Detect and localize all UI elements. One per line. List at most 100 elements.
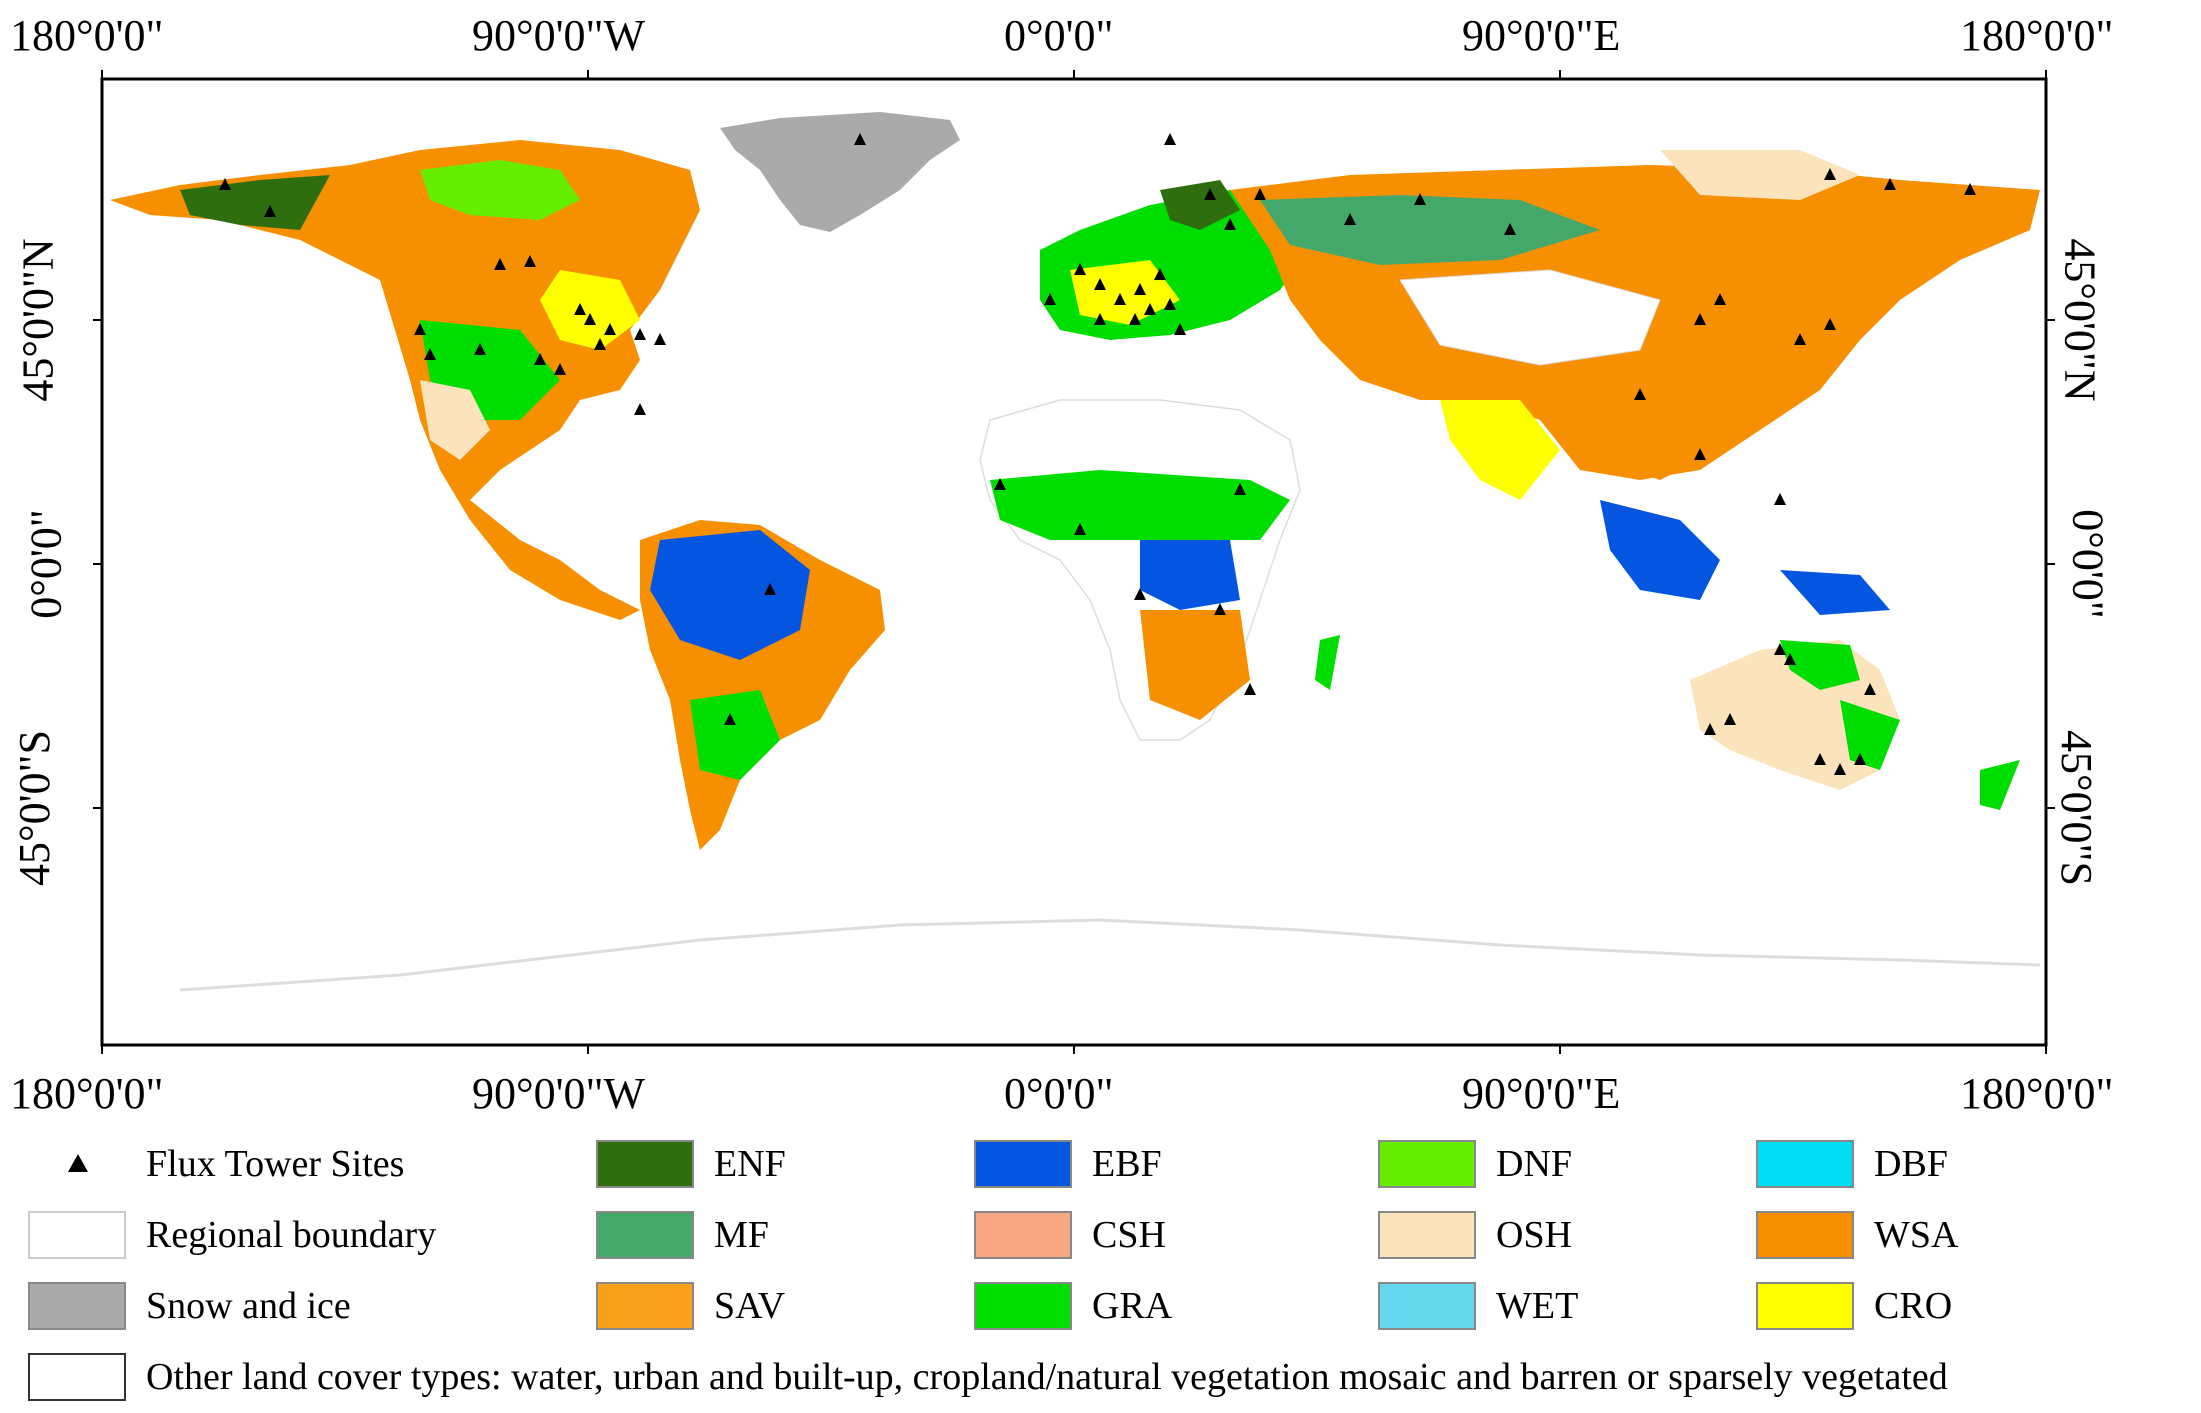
flux-site-marker [534, 353, 546, 365]
flux-site-marker [724, 713, 736, 725]
flux-site-marker [994, 478, 1006, 490]
legend-swatch-osh [1378, 1211, 1476, 1259]
bottom-tick-180w: 180°0'0" [10, 1069, 164, 1118]
flux-site-marker [1224, 218, 1236, 230]
flux-site-marker [1144, 303, 1156, 315]
legend-regional-boundary-label: Regional boundary [146, 1214, 437, 1256]
siberia-mixed-forest [1260, 195, 1600, 265]
legend-label-osh: OSH [1496, 1214, 1573, 1256]
legend-label-wsa: WSA [1874, 1214, 1959, 1256]
flux-site-marker [634, 403, 646, 415]
flux-site-marker [554, 363, 566, 375]
new-zealand [1980, 760, 2020, 810]
top-tick-90w: 90°0'0"W [472, 11, 646, 60]
flux-site-marker [1174, 323, 1186, 335]
flux-site-marker [1094, 313, 1106, 325]
legend-label-gra: GRA [1092, 1285, 1173, 1327]
flux-site-marker [1694, 313, 1706, 325]
flux-site-marker [1134, 588, 1146, 600]
na-cropland [540, 270, 640, 350]
legend-swatch-mf [596, 1211, 694, 1259]
flux-site-marker [1094, 278, 1106, 290]
congo-evergreen [1140, 540, 1240, 610]
legend-label-ebf: EBF [1092, 1143, 1162, 1185]
bottom-tick-0: 0°0'0" [1004, 1069, 1114, 1118]
na-shrubland [420, 380, 490, 460]
flux-site-marker [1154, 268, 1166, 280]
bottom-tick-90e: 90°0'0"E [1462, 1069, 1621, 1118]
top-tick-0: 0°0'0" [1004, 11, 1114, 60]
left-tick-45n: 45°0'0"N [13, 238, 63, 402]
amazon-evergreen-forest [650, 530, 810, 660]
legend-swatch-cro [1756, 1282, 1854, 1330]
legend-swatch-wsa [1756, 1211, 1854, 1259]
top-tick-180e: 180°0'0" [1960, 11, 2114, 60]
flux-site-marker [1774, 493, 1786, 505]
flux-site-marker [474, 343, 486, 355]
flux-site-marker [1164, 298, 1176, 310]
right-tick-0: 0°0'0" [2063, 509, 2113, 619]
right-tick-45n: 45°0'0"N [2055, 238, 2105, 402]
legend-swatch-dnf [1378, 1140, 1476, 1188]
legend-label-dnf: DNF [1496, 1143, 1573, 1185]
legend-swatch-sav [596, 1282, 694, 1330]
madagascar [1315, 635, 1340, 690]
axis-tick-marks [93, 70, 2055, 1054]
greenland-snow-ice [720, 112, 960, 232]
flux-site-marker [1074, 523, 1086, 535]
southern-africa-savanna [1140, 610, 1250, 720]
legend-swatch-gra [974, 1282, 1072, 1330]
flux-site-marker [1814, 753, 1826, 765]
flux-site-marker [1344, 213, 1356, 225]
na-canada-vegetation [420, 160, 580, 220]
flux-site-marker [1114, 293, 1126, 305]
flux-site-marker [634, 328, 646, 340]
top-tick-90e: 90°0'0"E [1462, 11, 1621, 60]
flux-site-marker [1254, 188, 1266, 200]
left-tick-0: 0°0'0" [21, 509, 71, 619]
flux-site-marker [1214, 603, 1226, 615]
sa-grassland [690, 690, 780, 780]
flux-site-marker [1204, 188, 1216, 200]
flux-site-marker [1704, 723, 1716, 735]
flux-site-marker [594, 338, 606, 350]
flux-site-marker [654, 333, 666, 345]
flux-site-marker [1129, 313, 1141, 325]
legend-label-csh: CSH [1092, 1214, 1166, 1256]
bottom-tick-90w: 90°0'0"W [472, 1069, 646, 1118]
legend-swatch-csh [974, 1211, 1072, 1259]
north-australia-grassland [1780, 640, 1860, 690]
flux-site-marker [1834, 763, 1846, 775]
top-tick-180w: 180°0'0" [10, 11, 164, 60]
north-america-landmass [110, 140, 700, 620]
flux-site-marker [1634, 388, 1646, 400]
legend-label-sav: SAV [714, 1285, 786, 1327]
flux-site-marker [764, 583, 776, 595]
left-tick-45s: 45°0'0"S [9, 730, 59, 886]
legend-swatch-enf [596, 1140, 694, 1188]
flux-tower-sites [219, 133, 1976, 775]
flux-site-marker [1714, 293, 1726, 305]
right-tick-45s: 45°0'0"S [2051, 730, 2101, 886]
flux-site-marker [1044, 293, 1056, 305]
arctic-shrubland [1660, 150, 1860, 200]
flux-site-marker [219, 178, 231, 190]
flux-site-marker [1824, 168, 1836, 180]
legend-snow-ice-swatch [28, 1282, 126, 1330]
flux-site-marker [1964, 183, 1976, 195]
flux-site-marker [524, 255, 536, 267]
sahel-grassland [990, 470, 1290, 540]
flux-site-marker [1884, 178, 1896, 190]
flux-site-marker [854, 133, 866, 145]
flux-site-marker [1784, 653, 1796, 665]
bottom-tick-180e: 180°0'0" [1960, 1069, 2114, 1118]
flux-site-triangle-icon [68, 1154, 88, 1172]
flux-site-marker [1244, 683, 1256, 695]
flux-site-marker [1794, 333, 1806, 345]
flux-site-marker [494, 258, 506, 270]
legend-flux-sites-label: Flux Tower Sites [146, 1143, 405, 1185]
flux-site-marker [584, 313, 596, 325]
flux-site-marker [1694, 448, 1706, 460]
legend-other-types-label: Other land cover types: water, urban and… [146, 1356, 1948, 1398]
